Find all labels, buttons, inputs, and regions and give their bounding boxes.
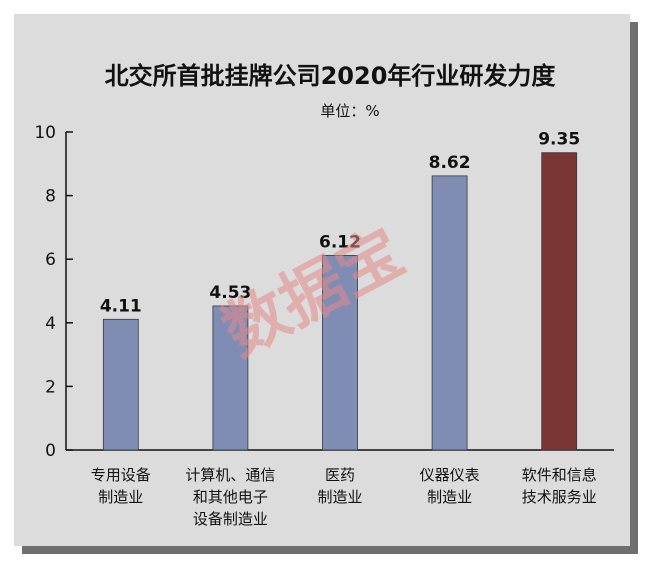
chart-title: 北交所首批挂牌公司2020年行业研发力度 <box>105 62 557 90</box>
bar-chart: 北交所首批挂牌公司2020年行业研发力度 单位：% 0 2 4 6 8 10 专用设备制造业… <box>34 62 614 528</box>
y-tick-label: 10 <box>34 123 56 143</box>
bar <box>322 254 358 451</box>
bar-value-label: 9.35 <box>538 130 580 150</box>
category-label: 专用设备 <box>91 466 151 484</box>
category-label: 软件和信息 <box>522 466 597 484</box>
bar-value-label: 8.62 <box>429 153 471 173</box>
bar <box>431 175 468 451</box>
bar-value-label: 4.53 <box>209 283 251 303</box>
category-label: 仪器仪表 <box>420 466 480 484</box>
chart-card: 北交所首批挂牌公司2020年行业研发力度 单位：% 0 2 4 6 8 10 专用设备制造业… <box>14 14 630 546</box>
category-label: 制造业 <box>317 488 362 506</box>
y-tick-label: 2 <box>45 377 56 397</box>
y-tick-label: 6 <box>45 250 56 270</box>
bar-value-label: 4.11 <box>100 296 142 316</box>
bar <box>212 305 249 451</box>
category-label: 设备制造业 <box>193 510 268 528</box>
unit-label: 单位：% <box>320 102 379 120</box>
bar <box>541 152 578 451</box>
category-label: 计算机、通信 <box>185 466 275 484</box>
category-label: 制造业 <box>427 488 472 506</box>
bar <box>102 318 139 451</box>
y-tick-label: 4 <box>45 314 56 334</box>
watermark: 数据宝 <box>211 215 415 370</box>
category-label: 制造业 <box>98 488 143 506</box>
bar-value-label: 6.12 <box>319 232 361 252</box>
y-tick-label: 0 <box>45 441 56 461</box>
category-label: 技术服务业 <box>522 488 597 506</box>
category-label: 和其他电子 <box>193 488 268 506</box>
bars: 4.11 4.53 6.12 8.62 9.35 <box>100 130 580 451</box>
y-tick-label: 8 <box>45 187 56 207</box>
category-label: 医药 <box>325 466 355 484</box>
